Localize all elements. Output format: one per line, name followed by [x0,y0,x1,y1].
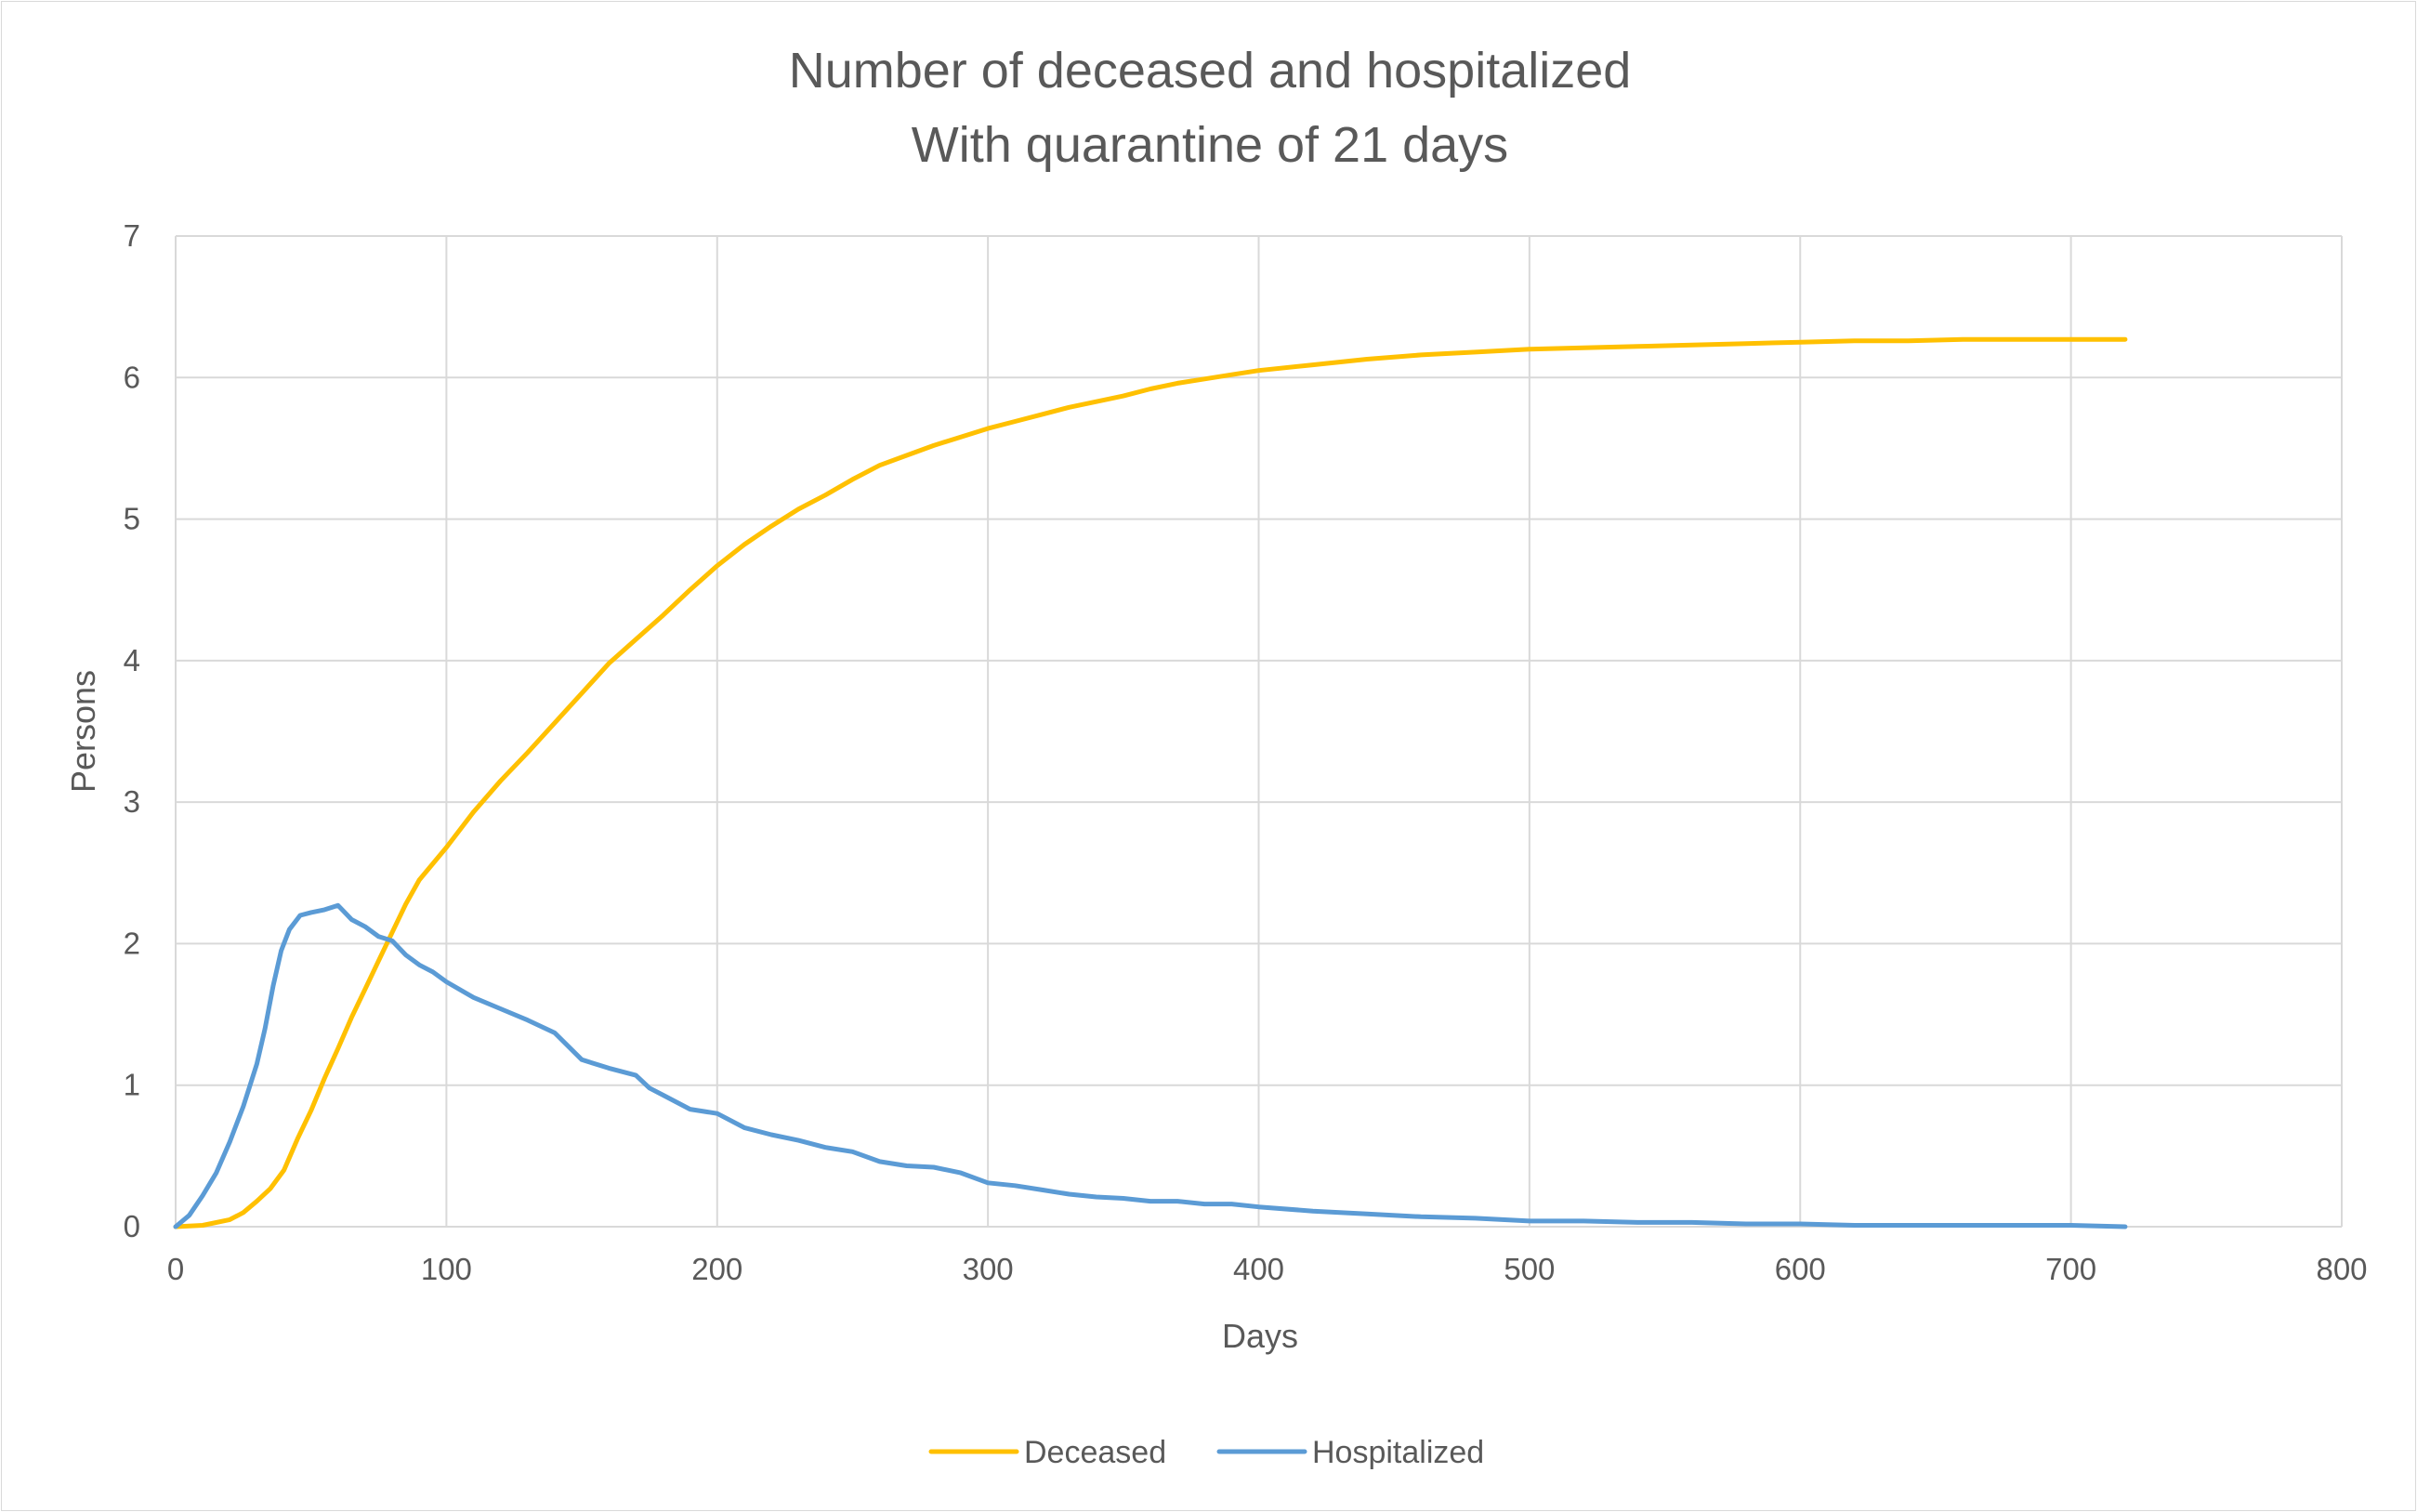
y-tick-label: 6 [124,360,140,394]
x-tick-label: 500 [1504,1252,1555,1286]
x-tick-label: 800 [2316,1252,2367,1286]
x-tick-label: 600 [1775,1252,1826,1286]
series-line-hospitalized [173,902,2128,1229]
x-tick-label: 300 [963,1252,1014,1286]
legend: Deceased Hospitalized [928,1435,1484,1470]
y-tick-label: 1 [124,1068,140,1102]
y-tick-label: 0 [124,1209,140,1243]
x-tick-labels: 0 100 200 300 400 500 600 700 800 [167,1252,2368,1286]
chart-title: Number of deceased and hospitalized [789,43,1632,99]
chart-subtitle: With quarantine of 21 days [912,117,1508,173]
y-tick-label: 3 [124,784,140,819]
y-tick-label: 4 [124,643,140,677]
y-tick-label: 2 [124,926,140,960]
x-tick-label: 100 [421,1252,472,1286]
y-tick-label: 7 [124,218,140,253]
x-axis-label: Days [1222,1317,1298,1355]
series-lines [173,336,2128,1229]
x-tick-label: 0 [167,1252,184,1286]
legend-label-deceased: Deceased [1024,1435,1166,1470]
y-tick-label: 5 [124,502,140,536]
y-tick-labels: 0 1 2 3 4 5 6 7 [124,218,140,1243]
x-tick-label: 400 [1233,1252,1284,1286]
series-line-deceased [173,336,2128,1229]
x-tick-label: 200 [691,1252,742,1286]
gridlines [175,235,2343,1228]
x-tick-label: 700 [2045,1252,2096,1286]
legend-label-hospitalized: Hospitalized [1312,1435,1484,1470]
y-axis-label: Persons [64,670,102,793]
